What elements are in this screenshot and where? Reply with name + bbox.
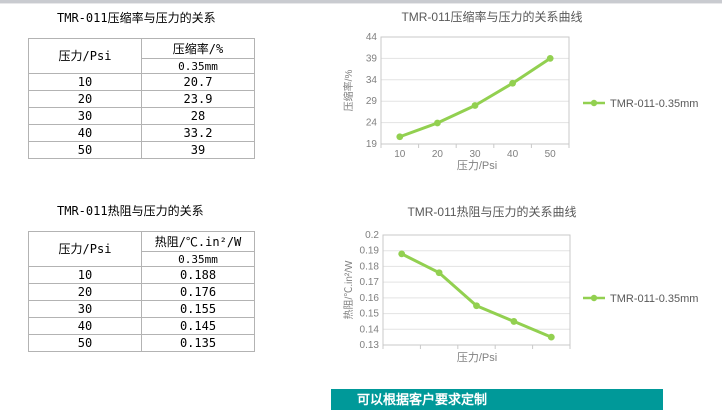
data-point-marker — [435, 269, 443, 277]
legend-marker — [590, 99, 598, 107]
table-cell: 0.145 — [141, 317, 255, 335]
y-tick-label: 0.19 — [360, 246, 380, 257]
table-row: 10 0.188 — [28, 266, 255, 284]
table-cell: 10 — [28, 73, 142, 91]
table-col2-subheader: 0.35mm — [141, 251, 255, 267]
data-point-marker — [510, 318, 518, 325]
thermal-table-title: TMR-011热阻与压力的关系 — [57, 204, 204, 218]
y-tick-label: 0.18 — [360, 261, 380, 272]
x-tick-label: 50 — [545, 149, 557, 160]
bottom-divider-line — [0, 0, 722, 4]
table-col2-subheader: 0.35mm — [141, 58, 255, 74]
table-row: 10 20.7 — [28, 73, 255, 91]
x-tick-label: 30 — [469, 149, 481, 160]
legend-label: TMR-011-0.35mm — [610, 98, 698, 110]
table-row: 50 39 — [28, 141, 255, 159]
table-col2-header: 压缩率/% — [141, 38, 255, 59]
compression-table: 压力/Psi 压缩率/% 0.35mm 10 20.7 20 23.9 30 28 40 33… — [28, 38, 255, 159]
table-row: 50 0.135 — [28, 334, 255, 352]
table-cell: 0.176 — [141, 283, 255, 301]
x-axis-label: 压力/Psi — [457, 351, 497, 364]
table-cell: 39 — [141, 141, 255, 159]
y-axis-label: 热阻/℃.in²/W — [342, 260, 355, 319]
y-tick-label: 0.13 — [360, 340, 380, 351]
y-tick-label: 19 — [366, 139, 378, 150]
table-row: 40 0.145 — [28, 317, 255, 335]
table-row: 40 33.2 — [28, 124, 255, 142]
data-point-marker — [396, 133, 404, 141]
y-axis-label: 压缩率/% — [342, 70, 355, 112]
table-cell: 50 — [28, 141, 142, 159]
table-cell: 20 — [28, 90, 142, 108]
table-row: 20 0.176 — [28, 283, 255, 301]
chart-title: TMR-011热阻与压力的关系曲线 — [407, 204, 576, 219]
data-point-marker — [547, 333, 555, 341]
table-cell: 40 — [28, 124, 142, 142]
table-cell: 20.7 — [141, 73, 255, 91]
x-tick-label: 40 — [507, 149, 519, 160]
table-cell: 0.188 — [141, 266, 255, 284]
table-cell: 10 — [28, 266, 142, 284]
table-cell: 23.9 — [141, 90, 255, 108]
table-col1-header: 压力/Psi — [28, 38, 142, 74]
x-tick-label: 20 — [432, 149, 444, 160]
data-point-marker — [434, 119, 441, 127]
y-tick-label: 29 — [366, 96, 378, 107]
series-line — [398, 56, 552, 139]
table-cell: 33.2 — [141, 124, 255, 142]
y-tick-label: 0.17 — [360, 277, 380, 288]
table-col2-header: 热阻/℃.in²/W — [141, 231, 255, 252]
table-row: 30 0.155 — [28, 300, 255, 318]
y-tick-label: 34 — [366, 75, 378, 86]
plot-border — [382, 234, 571, 346]
compression-table-title: TMR-011压缩率与压力的关系 — [57, 11, 216, 25]
y-tick-label: 0.14 — [360, 324, 380, 335]
y-tick-label: 0.2 — [365, 230, 379, 241]
table-cell: 28 — [141, 107, 255, 125]
compression-chart: 19 24 29 34 39 44 10 20 30 40 50 TMR-011压缩率与压力的关系曲线… — [342, 9, 698, 172]
table-cell: 50 — [28, 334, 142, 352]
y-tick-label: 44 — [366, 32, 378, 43]
plot-border — [380, 36, 570, 145]
x-tick-label: 10 — [394, 149, 406, 160]
y-tick-label: 0.16 — [360, 293, 380, 304]
thermal-table: 压力/Psi 热阻/℃.in²/W 0.35mm 10 0.188 20 0.176 3… — [28, 231, 255, 352]
table-row: 30 28 — [28, 107, 255, 125]
chart-title: TMR-011压缩率与压力的关系曲线 — [401, 9, 582, 24]
table-cell: 30 — [28, 300, 142, 318]
custom-order-banner: 可以根据客户要求定制 — [331, 389, 663, 410]
table-cell: 0.155 — [141, 300, 255, 318]
table-cell: 40 — [28, 317, 142, 335]
data-point-marker — [471, 102, 479, 109]
legend-marker — [590, 294, 598, 302]
legend-label: TMR-011-0.35mm — [610, 293, 698, 305]
table-col1-header: 压力/Psi — [28, 231, 142, 267]
data-point-marker — [546, 55, 554, 62]
data-point-marker — [473, 302, 480, 310]
data-point-marker — [398, 250, 406, 258]
y-tick-label: 39 — [366, 53, 378, 64]
table-cell: 30 — [28, 107, 142, 125]
table-row: 20 23.9 — [28, 90, 255, 108]
thermal-chart: 0.13 0.14 0.15 0.16 0.17 0.18 0.19 0.2 TMR-011热阻… — [342, 204, 698, 364]
table-cell: 20 — [28, 283, 142, 301]
y-tick-label: 0.15 — [360, 309, 380, 320]
data-point-marker — [509, 79, 516, 87]
table-cell: 0.135 — [141, 334, 255, 352]
y-tick-label: 24 — [366, 118, 378, 129]
x-axis-label: 压力/Psi — [457, 159, 497, 172]
